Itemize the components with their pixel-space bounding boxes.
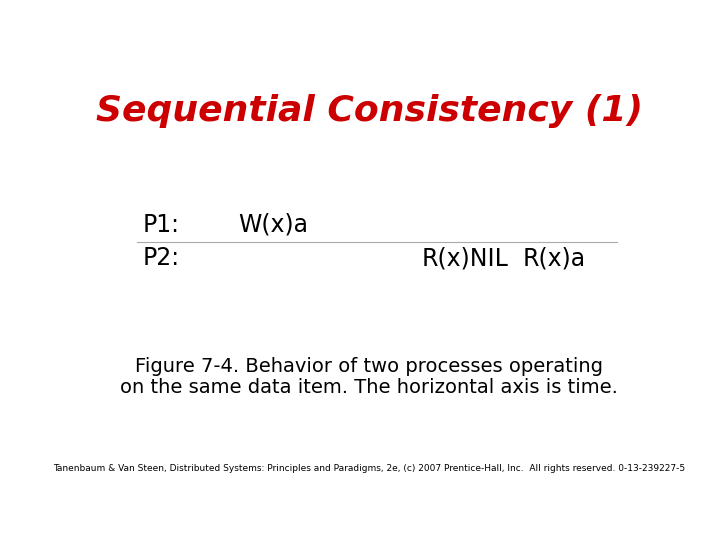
Text: on the same data item. The horizontal axis is time.: on the same data item. The horizontal ax… (120, 377, 618, 396)
Text: W(x)a: W(x)a (238, 213, 308, 237)
Text: Tanenbaum & Van Steen, Distributed Systems: Principles and Paradigms, 2e, (c) 20: Tanenbaum & Van Steen, Distributed Syste… (53, 464, 685, 473)
Text: Figure 7-4. Behavior of two processes operating: Figure 7-4. Behavior of two processes op… (135, 357, 603, 376)
Text: R(x)a: R(x)a (523, 246, 585, 270)
Text: P1:: P1: (143, 213, 180, 237)
Text: R(x)NIL: R(x)NIL (422, 246, 509, 270)
Text: Sequential Consistency (1): Sequential Consistency (1) (96, 94, 642, 128)
Text: P2:: P2: (143, 246, 180, 270)
